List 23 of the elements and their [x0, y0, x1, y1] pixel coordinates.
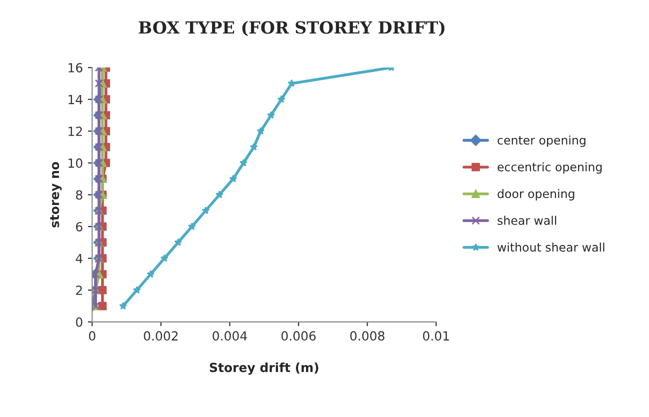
x-tick-label: 0.01 [423, 331, 449, 341]
chart-title: BOX TYPE (FOR STOREY DRIFT) [138, 20, 444, 36]
x-tick-label: 0.008 [350, 331, 384, 341]
y-tick-label: 0 [76, 317, 82, 327]
legend-label: without shear wall [498, 242, 604, 252]
y-tick-label: 8 [76, 190, 82, 200]
y-tick-label: 16 [68, 63, 82, 72]
x-axis-title: Storey drift (m) [210, 362, 318, 375]
y-tick-label: 6 [76, 222, 82, 232]
legend-label: door opening [498, 189, 574, 200]
y-axis-title: storey no [50, 162, 62, 228]
y-tick-label: 2 [76, 286, 82, 295]
x-tick-label: 0.002 [144, 331, 178, 341]
x-tick-label: 0.006 [281, 331, 316, 341]
legend-label: eccentric opening [498, 162, 602, 174]
y-tick-label: 14 [68, 94, 82, 104]
y-tick-label: 4 [76, 254, 82, 264]
y-tick-label: 12 [68, 126, 82, 136]
x-tick-label: 0.004 [212, 331, 247, 341]
legend-label: shear wall [498, 216, 556, 225]
y-tick-label: 10 [68, 158, 82, 168]
legend-label: center opening [498, 135, 586, 147]
x-tick-label: 0 [89, 331, 96, 341]
